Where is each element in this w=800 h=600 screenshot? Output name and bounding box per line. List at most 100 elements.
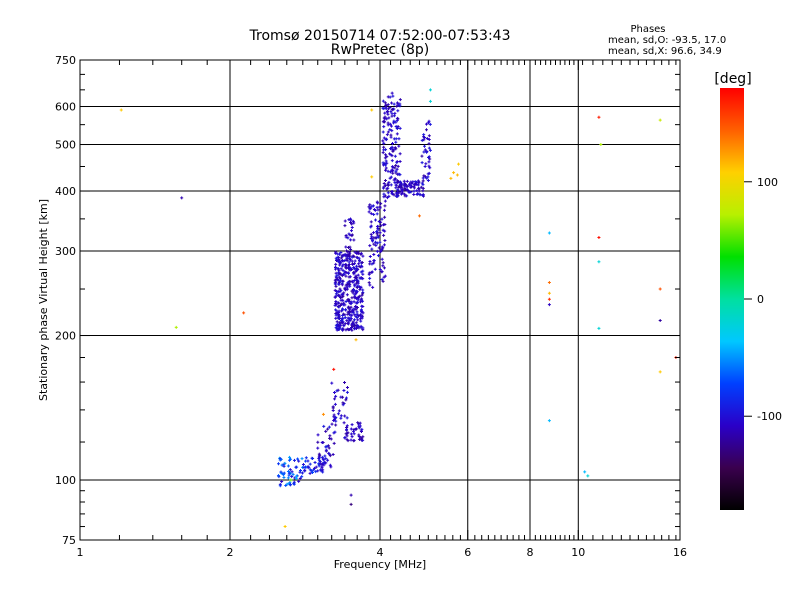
data-point (333, 397, 337, 401)
data-point (420, 138, 424, 142)
data-point (369, 236, 373, 240)
data-point (378, 240, 382, 244)
data-point (396, 185, 400, 189)
data-point (289, 478, 293, 482)
data-point (346, 321, 350, 325)
data-point (355, 310, 359, 314)
data-point (369, 232, 373, 236)
data-point (345, 293, 349, 297)
data-point (426, 179, 430, 183)
data-point (386, 191, 390, 195)
data-point (412, 189, 416, 193)
data-point (349, 432, 353, 436)
data-point (388, 95, 392, 99)
data-point (303, 468, 307, 472)
data-point (547, 280, 551, 284)
data-point (350, 296, 354, 300)
data-point (316, 440, 320, 444)
data-point (353, 250, 357, 254)
data-point (338, 327, 342, 331)
data-point (361, 435, 365, 439)
data-point (341, 395, 345, 399)
data-point (410, 181, 414, 185)
data-point (357, 433, 361, 437)
y-tick-label: 75 (62, 534, 76, 547)
data-point (353, 313, 357, 317)
data-point (317, 456, 321, 460)
data-point (393, 154, 397, 158)
data-point (299, 469, 303, 473)
data-point (597, 115, 601, 119)
data-point (390, 159, 394, 163)
data-point (424, 128, 428, 132)
data-point (347, 275, 351, 279)
data-point (395, 101, 399, 105)
data-point (344, 398, 348, 402)
data-point (297, 479, 301, 483)
data-point (343, 219, 347, 223)
data-point (174, 325, 178, 329)
data-point (355, 267, 359, 271)
data-point (354, 326, 358, 330)
data-point (457, 162, 461, 166)
data-point (395, 126, 399, 130)
data-point (427, 146, 431, 150)
data-point (367, 272, 371, 276)
data-point (352, 307, 356, 311)
data-point (340, 283, 344, 287)
data-point (332, 413, 336, 417)
data-point (321, 412, 325, 416)
data-point (388, 122, 392, 126)
data-point (357, 285, 361, 289)
data-point (283, 525, 287, 529)
data-point (412, 185, 416, 189)
data-point (343, 224, 347, 228)
data-point (425, 150, 429, 154)
data-point (369, 224, 373, 228)
data-point (382, 145, 386, 149)
data-point (343, 316, 347, 320)
data-point (348, 307, 352, 311)
data-point (343, 436, 347, 440)
data-point (428, 88, 432, 92)
data-point (427, 121, 431, 125)
y-tick-label: 300 (55, 245, 76, 258)
data-point (416, 183, 420, 187)
data-point (339, 298, 343, 302)
data-point (547, 291, 551, 295)
data-point (318, 453, 322, 457)
data-point (334, 419, 338, 423)
data-point (355, 264, 359, 268)
data-point (360, 427, 364, 431)
data-point (327, 446, 331, 450)
data-point (357, 424, 361, 428)
data-point (392, 178, 396, 182)
data-point (350, 289, 354, 293)
data-point (386, 123, 390, 127)
data-point (404, 188, 408, 192)
data-point (376, 254, 380, 258)
data-point (427, 171, 431, 175)
data-point (389, 124, 393, 128)
data-point (398, 152, 402, 156)
data-point (393, 181, 397, 185)
data-point (349, 427, 353, 431)
data-point (342, 291, 346, 295)
data-point (328, 463, 332, 467)
data-point (350, 328, 354, 332)
data-point (427, 134, 431, 138)
data-point (311, 471, 315, 475)
data-point (395, 191, 399, 195)
data-point (375, 212, 379, 216)
data-point (343, 381, 347, 385)
data-point (382, 182, 386, 186)
data-point (350, 259, 354, 263)
data-point (599, 143, 603, 147)
colorbar-ticks: 100 0 -100 (744, 176, 782, 423)
data-point (335, 309, 339, 313)
data-point (395, 167, 399, 171)
data-point (338, 252, 341, 256)
data-point (400, 188, 404, 192)
data-point (333, 295, 337, 299)
